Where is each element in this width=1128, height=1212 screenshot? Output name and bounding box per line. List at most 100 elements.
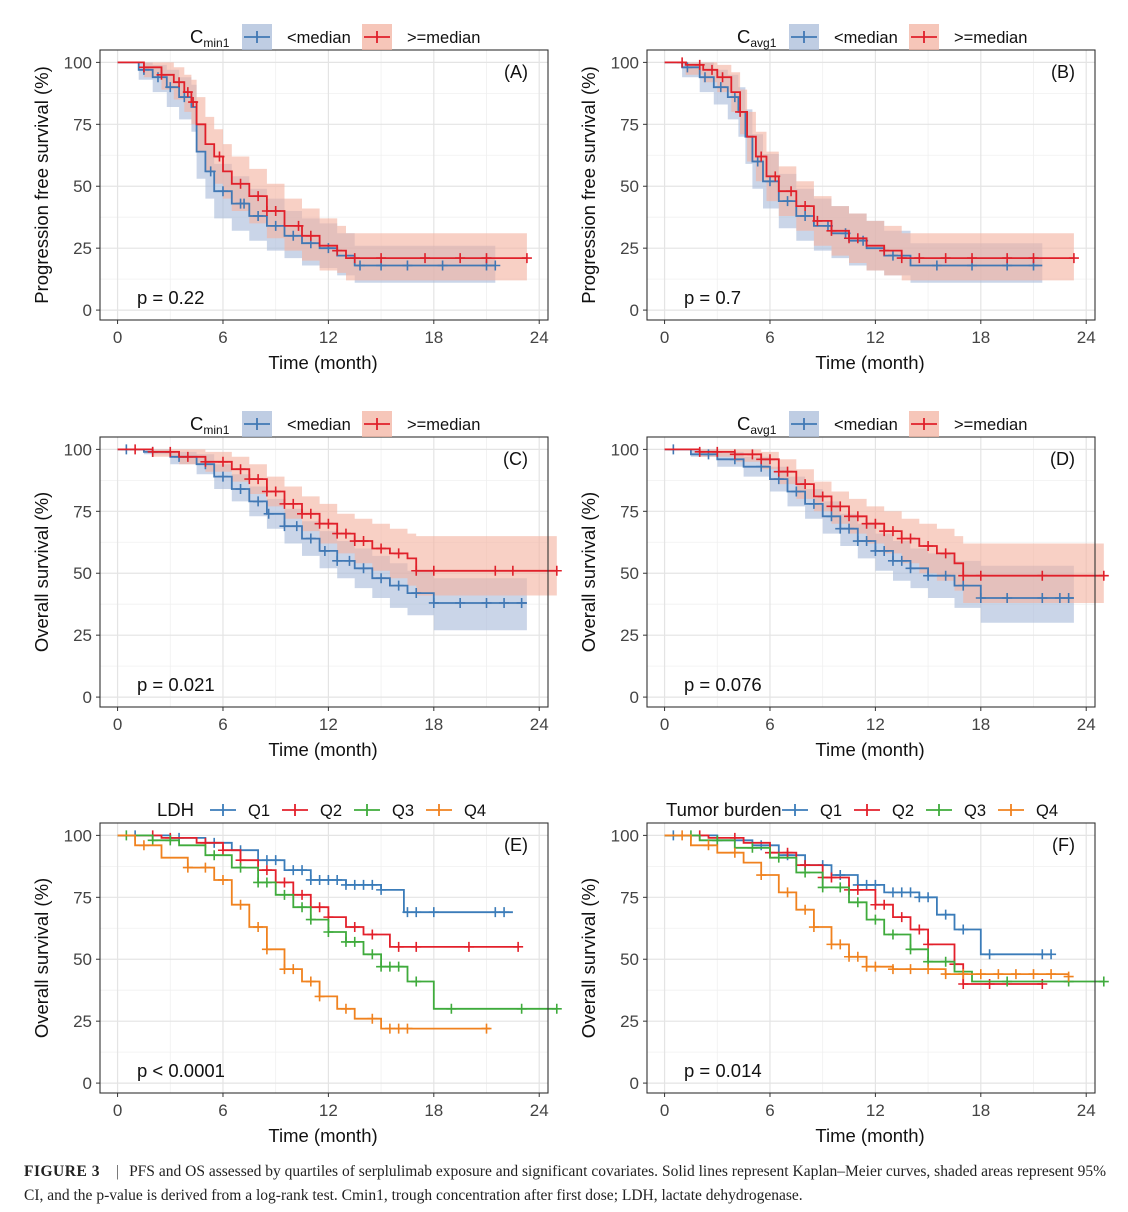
censor-mark-q3 <box>852 897 863 908</box>
legend-title-subscript: avg1 <box>750 423 776 437</box>
p-value-label: p = 0.014 <box>684 1060 762 1081</box>
censor-mark-gteqmedian <box>735 106 746 117</box>
y-tick-label: 0 <box>630 301 639 320</box>
legend-title: Cmin1 <box>190 26 230 50</box>
censor-mark-q4 <box>138 840 149 851</box>
censor-mark-gteqmedian <box>130 444 141 455</box>
censor-mark-gteqmedian <box>481 253 492 264</box>
x-tick-label: 18 <box>424 1101 443 1120</box>
censor-mark-gteqmedian <box>455 253 466 264</box>
censor-mark-gteqmedian <box>244 474 255 485</box>
censor-mark-gteqmedian <box>870 518 881 529</box>
censor-mark-gteqmedian <box>217 456 228 467</box>
x-tick-label: 24 <box>1077 1101 1096 1120</box>
censor-mark-q4 <box>1063 971 1074 982</box>
legend-label: Q4 <box>1036 802 1058 820</box>
x-axis-title: Time (month) <box>815 352 924 373</box>
x-tick-label: 24 <box>530 1101 549 1120</box>
x-tick-label: 0 <box>113 715 122 734</box>
censor-mark-ltmedian <box>1002 593 1013 604</box>
censor-mark-gteqmedian <box>852 511 863 522</box>
censor-mark-q1 <box>984 949 995 960</box>
censor-mark-ltmedian <box>393 580 404 591</box>
censor-mark-ltmedian <box>699 72 710 83</box>
legend-title-main: C <box>190 26 203 47</box>
panel-letter: (C) <box>503 449 528 469</box>
censor-mark-gteqmedian <box>756 151 767 162</box>
y-tick-label: 50 <box>73 177 92 196</box>
panel-d: 0 6 12 18 24 0 25 50 75 100 Time (month) Overall su… <box>578 411 1109 760</box>
legend-title: Cmin1 <box>190 413 230 437</box>
x-axis-title: Time (month) <box>268 352 377 373</box>
censor-mark-q4 <box>940 969 951 980</box>
censor-mark-gteqmedian <box>507 565 518 576</box>
censor-mark-gteqmedian <box>800 479 811 490</box>
x-tick-label: 18 <box>424 328 443 347</box>
y-axis-title: Overall survival (%) <box>31 492 52 652</box>
censor-mark-gteqmedian <box>261 486 272 497</box>
x-tick-label: 24 <box>530 328 549 347</box>
legend-title-subscript: avg1 <box>750 36 776 50</box>
censor-mark-q2 <box>923 939 934 950</box>
censor-mark-q4 <box>852 951 863 962</box>
plot-background <box>100 823 548 1093</box>
censor-mark-gteqmedian <box>967 253 978 264</box>
legend: LDH Q1 Q2 Q3 Q4 <box>157 799 486 820</box>
censor-mark-gteqmedian <box>817 491 828 502</box>
x-tick-label: 0 <box>660 715 669 734</box>
censor-mark-ltmedian <box>411 588 422 599</box>
censor-mark-ltmedian <box>291 521 302 532</box>
censor-mark-q4 <box>279 964 290 975</box>
y-tick-label: 75 <box>73 502 92 521</box>
censor-mark-gteqmedian <box>896 253 907 264</box>
censor-mark-q1 <box>905 887 916 898</box>
censor-mark-q2 <box>826 872 837 883</box>
censor-mark-gteqmedian <box>138 62 149 73</box>
censor-mark-q3 <box>393 961 404 972</box>
censor-mark-gteqmedian <box>879 245 890 256</box>
censor-mark-ltmedian <box>402 260 413 271</box>
censor-mark-gteqmedian <box>288 498 299 509</box>
censor-mark-gteqmedian <box>958 570 969 581</box>
censor-mark-q1 <box>376 884 387 895</box>
censor-mark-ltmedian <box>481 597 492 608</box>
p-value-label: p = 0.021 <box>137 674 215 695</box>
censor-mark-q4 <box>481 1023 492 1034</box>
caption-text: PFS and OS assessed by quartiles of serp… <box>24 1163 1106 1204</box>
legend-title-main: C <box>190 413 203 434</box>
legend-label: >=median <box>954 416 1027 434</box>
censor-mark-q3 <box>165 835 176 846</box>
censor-mark-q3 <box>297 902 308 913</box>
censor-mark-q2 <box>463 941 474 952</box>
caption-separator: | <box>115 1163 120 1180</box>
x-tick-label: 12 <box>866 1101 885 1120</box>
censor-mark-ltmedian <box>165 82 176 93</box>
panel-b: 0 6 12 18 24 0 25 50 75 100 Time (month) Progressio… <box>578 24 1096 373</box>
censor-mark-q3 <box>1002 976 1013 987</box>
censor-mark-gteqmedian <box>770 171 781 182</box>
km-curve-gteqmedian <box>117 61 527 259</box>
censor-mark-q4 <box>1010 969 1021 980</box>
censor-mark-ltmedian <box>1037 593 1048 604</box>
censor-mark-q1 <box>923 892 934 903</box>
censor-mark-q3 <box>712 835 723 846</box>
censor-mark-gteqmedian <box>349 253 360 264</box>
censor-mark-q4 <box>367 1013 378 1024</box>
p-value-label: p = 0.7 <box>684 287 741 308</box>
censor-mark-ltmedian <box>931 260 942 271</box>
legend: Tumor burden Q1 Q2 Q3 Q4 <box>666 799 1058 820</box>
censor-mark-ltmedian <box>940 570 951 581</box>
censor-mark-gteqmedian <box>826 225 837 236</box>
censor-mark-q2 <box>513 941 524 952</box>
legend-title-main: C <box>737 26 750 47</box>
legend-label: <median <box>287 29 351 47</box>
censor-mark-q4 <box>314 991 325 1002</box>
censor-mark-q4 <box>288 964 299 975</box>
y-tick-label: 25 <box>73 1012 92 1031</box>
censor-mark-ltmedian <box>235 484 246 495</box>
legend-title: Tumor burden <box>666 799 782 820</box>
censor-mark-ltmedian <box>490 260 501 271</box>
censor-mark-q4 <box>958 969 969 980</box>
censor-mark-q4 <box>305 976 316 987</box>
censor-mark-q1 <box>1046 949 1057 960</box>
